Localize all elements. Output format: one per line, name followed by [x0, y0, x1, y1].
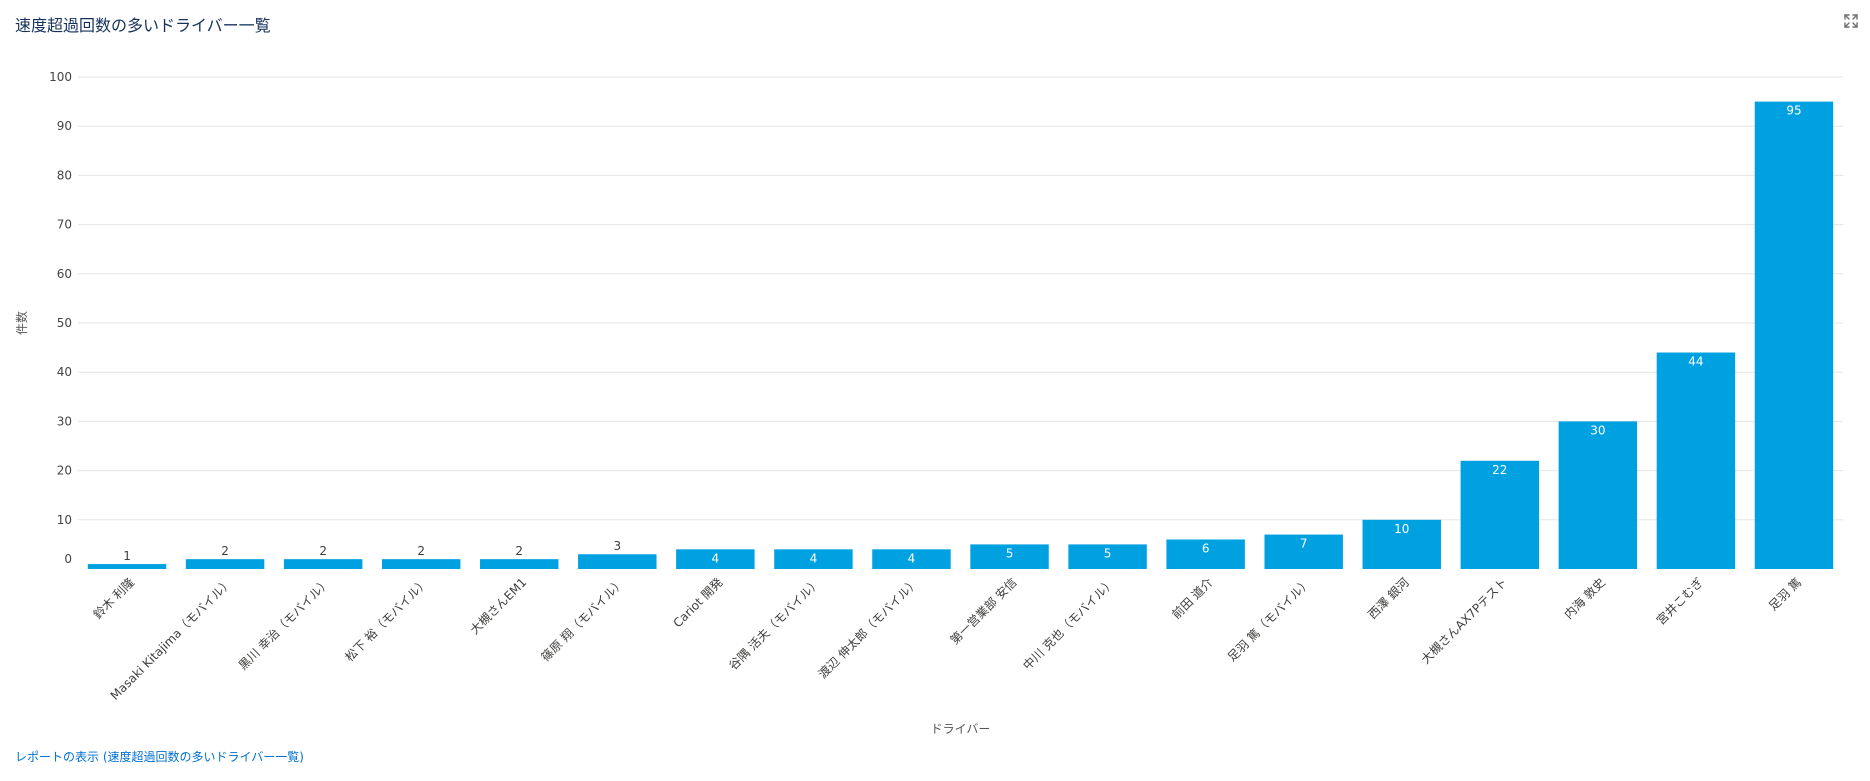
data-label: 6 [1202, 541, 1210, 555]
bar [1362, 519, 1441, 569]
y-axis-title: 件数 [14, 311, 29, 335]
bar [185, 559, 265, 569]
bar [1656, 352, 1736, 569]
data-label: 2 [319, 544, 327, 558]
y-tick-label: 60 [57, 267, 72, 281]
view-report-link[interactable]: レポートの表示 (速度超過回数の多いドライバー一覧) [15, 750, 304, 764]
bar [1558, 421, 1638, 569]
x-tick-label: 渡辺 伸太郎（モバイル） [815, 575, 922, 682]
chart-title: 速度超過回数の多いドライバー一覧 [15, 16, 271, 35]
bar [1068, 544, 1147, 569]
x-tick-label: Cariot 開発 [670, 575, 725, 630]
y-tick-label: 30 [57, 414, 72, 428]
x-tick-label: 谷隅 活夫（モバイル） [726, 575, 823, 672]
y-tick-label: 40 [57, 365, 72, 379]
x-tick-label: 西澤 銀河 [1365, 575, 1412, 622]
x-tick-label: 宮井こむぎ [1653, 575, 1706, 628]
bar [480, 559, 559, 569]
data-label: 4 [712, 551, 720, 565]
x-tick-label: 黒川 幸治（モバイル） [236, 575, 333, 672]
expand-icon[interactable] [1844, 14, 1858, 28]
y-tick-label: 20 [57, 464, 72, 478]
bar [1166, 539, 1245, 569]
bar [1264, 534, 1343, 569]
x-tick-label: 第一営業部 安信 [947, 575, 1020, 648]
data-label: 7 [1300, 537, 1308, 551]
data-label: 44 [1688, 355, 1703, 369]
data-label: 4 [908, 551, 916, 565]
x-tick-label: 松下 裕（モバイル） [342, 575, 432, 665]
x-tick-label: 中川 克也（モバイル） [1020, 575, 1118, 673]
bar [970, 544, 1049, 569]
y-tick-label: 0 [64, 552, 72, 566]
y-tick-label: 80 [57, 168, 72, 182]
data-label: 3 [613, 539, 621, 553]
data-label: 5 [1104, 546, 1112, 560]
data-label: 95 [1786, 104, 1801, 118]
data-label: 2 [221, 544, 229, 558]
x-axis-title: ドライバー [931, 722, 991, 736]
x-tick-label: 前田 道介 [1169, 575, 1216, 622]
data-label: 5 [1006, 546, 1014, 560]
bar [774, 549, 853, 569]
bar [872, 549, 951, 569]
y-tick-label: 90 [57, 119, 72, 133]
bar [578, 554, 657, 569]
bar [87, 564, 167, 569]
x-tick-label: 足羽 篤 [1766, 575, 1804, 613]
bar [1754, 101, 1834, 569]
data-label: 4 [810, 551, 818, 565]
data-label: 22 [1492, 463, 1507, 477]
y-tick-label: 100 [49, 70, 72, 84]
x-tick-label: 足羽 篤（モバイル） [1225, 575, 1314, 664]
bar [283, 559, 363, 569]
x-tick-label: 大槻さんAX7Pテスト [1418, 575, 1510, 667]
bar [381, 559, 461, 569]
data-label: 2 [417, 544, 425, 558]
data-label: 30 [1590, 423, 1605, 437]
data-label: 1 [123, 549, 131, 563]
data-label: 10 [1394, 522, 1409, 536]
x-tick-label: 内海 敦史 [1561, 575, 1608, 622]
x-tick-label: 篠原 翔（モバイル） [538, 575, 628, 665]
x-tick-label: 大槻さんEM1 [467, 575, 530, 638]
data-label: 2 [515, 544, 523, 558]
y-tick-label: 70 [57, 218, 72, 232]
bar [676, 549, 755, 569]
y-tick-label: 10 [57, 513, 72, 527]
bar [1460, 460, 1540, 569]
x-tick-label: 鈴木 利隆 [90, 575, 137, 622]
y-tick-label: 50 [57, 316, 72, 330]
